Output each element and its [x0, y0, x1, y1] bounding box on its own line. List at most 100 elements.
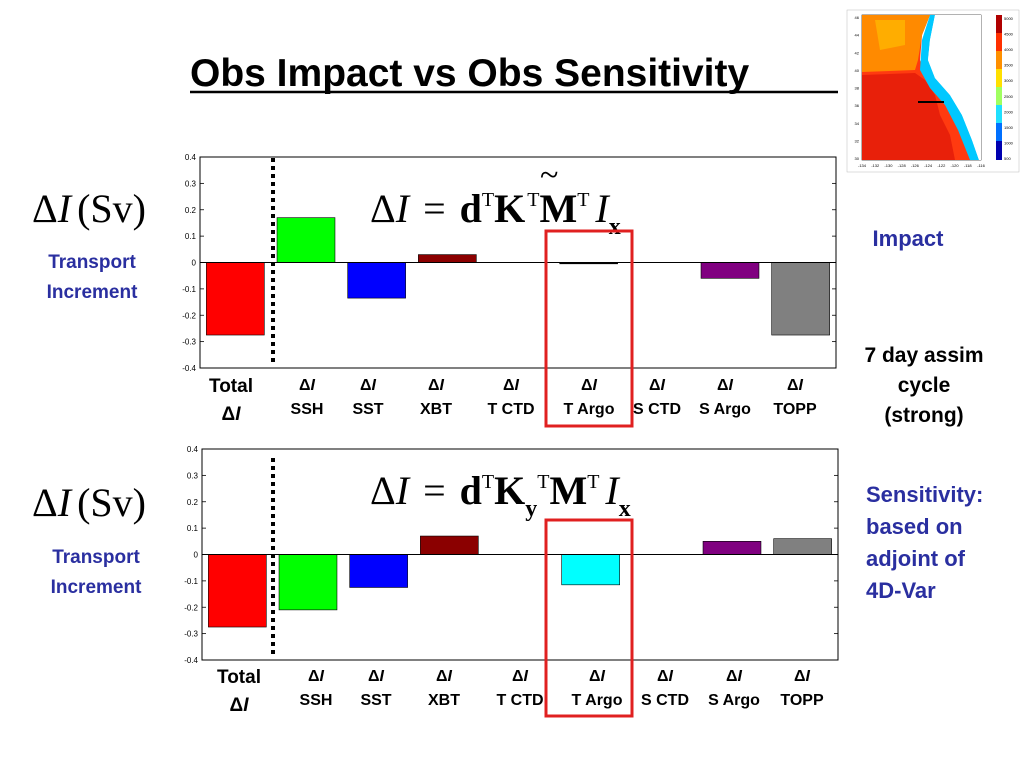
- y-tick-label: 0.3: [187, 471, 199, 480]
- bar-2: [276, 217, 336, 263]
- y-tick-label: -0.1: [182, 285, 196, 294]
- svg-text:ΔI(Sv): ΔI (Sv): [32, 186, 146, 231]
- map-lat-tick: 44: [855, 33, 860, 38]
- category-label: TOPP: [773, 401, 817, 418]
- y-tick-label: 0.2: [187, 498, 199, 507]
- impact-bar-chart: 0.4 0.3 0.2 0.1 0 -0.1 -0.2 -0.3 -0.4: [182, 153, 837, 373]
- increment-label-bottom: Increment: [51, 577, 142, 598]
- delta-symbol-label: ΔI: [794, 668, 811, 685]
- bar-4: [418, 254, 477, 263]
- map-lat-tick: 40: [855, 68, 860, 73]
- category-label: SSH: [291, 401, 324, 418]
- assim-label-1: 7 day assim: [864, 344, 983, 367]
- map-lon-tick: -132: [871, 163, 880, 168]
- bar-3: [347, 262, 406, 299]
- delta-symbol-label: ΔI: [360, 377, 377, 394]
- map-lat-tick: 42: [855, 50, 860, 55]
- category-label: T CTD: [496, 692, 543, 709]
- map-lat-tick: 36: [855, 103, 860, 108]
- slide-title: Obs Impact vs Obs Sensitivity: [190, 52, 750, 95]
- assim-label-2: cycle: [898, 374, 951, 397]
- map-lon-tick: -124: [924, 163, 933, 168]
- transport-label-top: Transport: [48, 252, 136, 273]
- t-argo-highlight-bottom: [544, 518, 634, 718]
- colorbar-tick: 1000: [1004, 140, 1014, 145]
- colorbar-tick: 3500: [1004, 63, 1014, 68]
- category-label: TOPP: [780, 692, 824, 709]
- map-lat-tick: 32: [855, 138, 860, 143]
- sensitivity-label-3: adjoint of: [866, 546, 966, 571]
- bar-4: [420, 535, 479, 555]
- colorbar-tick: 500: [1004, 156, 1011, 161]
- svg-text:ΔI(Sv): ΔI (Sv): [32, 480, 146, 525]
- delta-symbol-label: ΔI: [657, 668, 674, 685]
- total-label: Total: [209, 376, 253, 397]
- bar-9: [773, 538, 832, 555]
- increment-label-top: Increment: [47, 282, 138, 303]
- transport-label-bottom: Transport: [52, 547, 140, 568]
- category-labels-top: Total ΔI ΔI SSH ΔI SST ΔI XBT ΔI T CTD ΔI T Argo ΔI S…: [209, 376, 817, 425]
- colorbar-tick: 5000: [1004, 16, 1014, 21]
- y-tick-label: 0.4: [185, 153, 197, 162]
- delta-symbol-label: ΔI: [368, 668, 385, 685]
- total-delta-label: ΔI: [230, 695, 250, 716]
- map-lon-tick: -130: [884, 163, 893, 168]
- map-lat-tick: 38: [855, 86, 860, 91]
- colorbar-tick: 1500: [1004, 125, 1014, 130]
- delta-symbol-label: ΔI: [428, 377, 445, 394]
- map-land: [928, 15, 981, 160]
- map-lon-tick: -122: [937, 163, 946, 168]
- bar-1: [208, 554, 267, 628]
- y-tick-label: 0: [194, 551, 199, 560]
- delta-symbol-label: ΔI: [589, 668, 606, 685]
- category-label: S CTD: [641, 692, 689, 709]
- delta-symbol-label: ΔI: [717, 377, 734, 394]
- y-tick-label: -0.1: [184, 577, 198, 586]
- axis-title-top: ΔI (Sv): [32, 186, 146, 231]
- y-tick-label: -0.3: [182, 338, 196, 347]
- y-tick-label: 0.1: [185, 232, 197, 241]
- bar-8: [700, 262, 760, 279]
- category-label: XBT: [420, 401, 452, 418]
- y-tick-label: 0.2: [185, 206, 197, 215]
- map-lat-tick: 30: [855, 156, 860, 161]
- y-tick-label: 0.3: [185, 179, 197, 188]
- map-lon-tick: -118: [964, 163, 972, 168]
- colorbar-tick: 4000: [1004, 47, 1014, 52]
- bar-2: [278, 554, 338, 611]
- delta-symbol-label: ΔI: [649, 377, 666, 394]
- delta-symbol-label: ΔI: [299, 377, 316, 394]
- bar-8: [702, 541, 762, 555]
- bar-9: [771, 262, 830, 336]
- category-label: S Argo: [708, 692, 760, 709]
- sensitivity-bar-chart: 0.4 0.3 0.2 0.1 0 -0.1 -0.2 -0.3 -0.4: [184, 445, 839, 665]
- sensitivity-label-4: 4D-Var: [866, 578, 936, 603]
- map-lat-tick: 34: [855, 121, 860, 126]
- y-tick-label: -0.2: [184, 603, 198, 612]
- category-label: SST: [360, 692, 391, 709]
- map-colorbar: 5000 4500 4000 3500 3000 2500 2000 1500 1000 500: [996, 15, 1014, 161]
- colorbar-tick: 2000: [1004, 109, 1014, 114]
- category-label: SST: [352, 401, 383, 418]
- category-label: T Argo: [564, 401, 615, 418]
- colorbar-tick: 4500: [1004, 32, 1014, 37]
- bar-1: [206, 262, 265, 336]
- tilde-mark: ~: [540, 157, 558, 194]
- axis-title-bottom: ΔI (Sv): [32, 480, 146, 525]
- delta-symbol-label: ΔI: [503, 377, 520, 394]
- delta-symbol-label: ΔI: [787, 377, 804, 394]
- assim-label-3: (strong): [884, 404, 963, 427]
- t-argo-highlight-top: [544, 229, 634, 428]
- y-tick-label: 0: [192, 259, 197, 268]
- category-label: SSH: [300, 692, 333, 709]
- y-tick-label: 0.1: [187, 524, 199, 533]
- sensitivity-label-1: Sensitivity:: [866, 482, 983, 507]
- category-label: XBT: [428, 692, 460, 709]
- category-label: S Argo: [699, 401, 751, 418]
- map-coast-shelf: [920, 15, 979, 160]
- y-tick-label: -0.4: [182, 364, 196, 373]
- sensitivity-label-2: based on: [866, 514, 963, 539]
- delta-symbol-label: ΔI: [436, 668, 453, 685]
